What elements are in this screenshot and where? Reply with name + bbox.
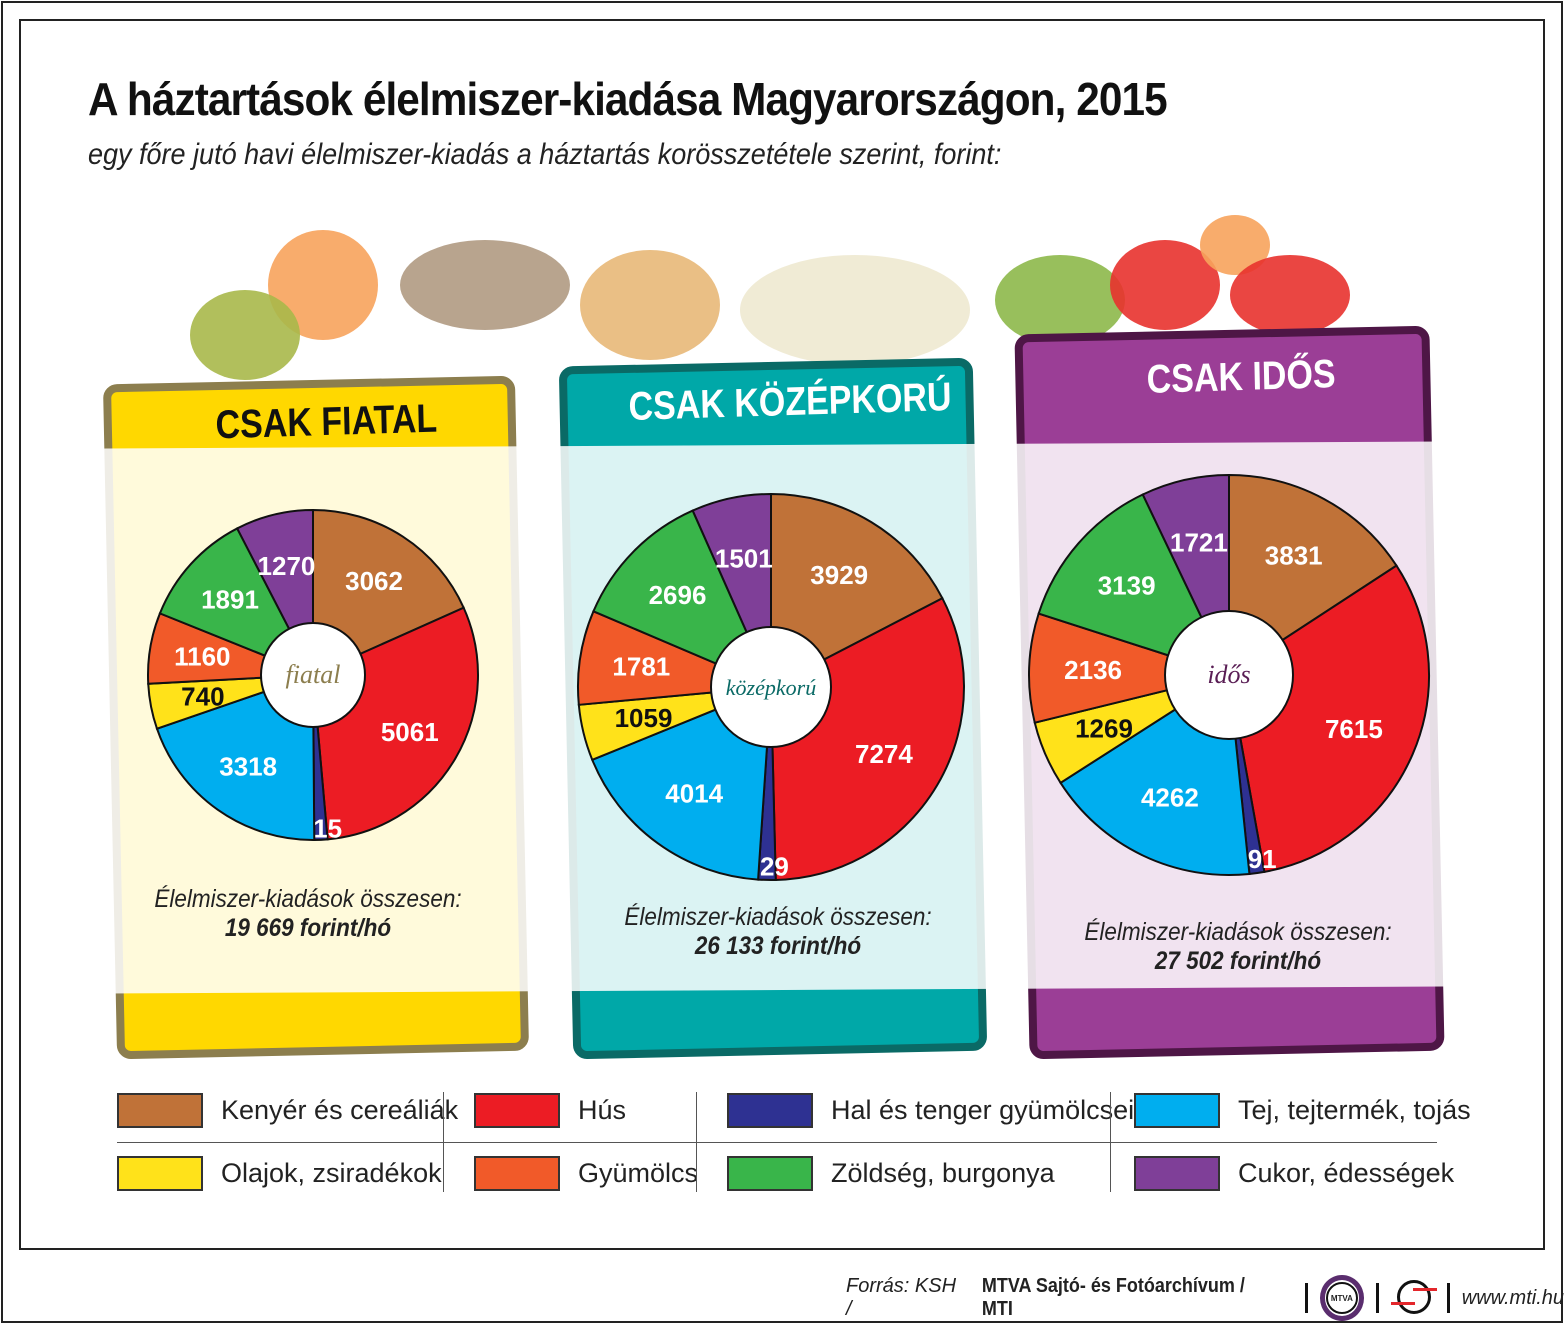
legend-swatch <box>727 1156 813 1191</box>
slice-label: 3062 <box>345 566 403 596</box>
total-label: Élelmiszer-kiadások összesen: <box>1084 918 1392 946</box>
slice-label: 1781 <box>612 652 670 682</box>
legend-label: Tej, tejtermék, tojás <box>1238 1095 1471 1125</box>
legend-divider <box>443 1092 444 1192</box>
legend-item: Tej, tejtermék, tojás <box>1134 1093 1471 1128</box>
pie-center <box>710 626 832 748</box>
slice-label: 4262 <box>1141 782 1199 812</box>
total-fiatal: Élelmiszer-kiadások összesen: 19 669 fori… <box>128 885 488 943</box>
footer: Forrás: KSH / MTVA Sajtó- és Fotóarchívu… <box>846 1275 1564 1321</box>
legend-label: Kenyér és cereáliák <box>221 1095 459 1125</box>
mtva-logo-icon: MTVA <box>1319 1275 1365 1321</box>
pie-center <box>1164 610 1294 740</box>
slice-label: 7615 <box>1325 714 1383 744</box>
legend-item: Cukor, édességek <box>1134 1156 1454 1191</box>
pie-slice <box>1227 564 1431 874</box>
slice-label: 1891 <box>201 585 259 615</box>
legend-divider <box>696 1092 697 1192</box>
slice-label: 7274 <box>855 739 913 769</box>
slice-label: 740 <box>181 681 224 711</box>
total-label: Élelmiszer-kiadások összesen: <box>624 903 932 931</box>
slice-label: 2696 <box>649 580 707 610</box>
pie-center <box>260 622 366 728</box>
legend-item: Gyümölcs <box>474 1156 698 1191</box>
legend-label: Hal és tenger gyümölcsei <box>831 1095 1135 1125</box>
pie-slice <box>1037 493 1231 677</box>
slice-label: 1160 <box>174 642 230 672</box>
legend-swatch <box>1134 1093 1220 1128</box>
chart-subtitle: egy főre jutó havi élelmiszer-kiadás a h… <box>88 138 1002 171</box>
legend-item: Olajok, zsiradékok <box>117 1156 442 1191</box>
slice-label: 3139 <box>1098 570 1156 600</box>
legend-swatch <box>474 1156 560 1191</box>
legend-label: Hús <box>578 1095 627 1125</box>
mti-logo-icon <box>1390 1278 1437 1318</box>
center-label: fiatal <box>286 660 341 689</box>
legend-item: Hal és tenger gyümölcsei <box>727 1093 1134 1128</box>
frame <box>19 19 1545 1250</box>
slice-label: 1721 <box>1170 527 1228 557</box>
pie-slice <box>1228 473 1398 677</box>
pie-slice <box>590 685 773 881</box>
slice-label: 1270 <box>258 551 316 581</box>
legend-item: Zöldség, burgonya <box>727 1156 1055 1191</box>
slice-label: 3318 <box>219 752 277 782</box>
total-value: 19 669 forint/hó <box>224 914 392 942</box>
pie-slice <box>592 509 773 689</box>
slice-label: 3831 <box>1265 540 1323 570</box>
slice-label: 1269 <box>1075 714 1133 744</box>
total-value: 26 133 forint/hó <box>694 932 862 960</box>
legend-divider <box>1110 1092 1111 1192</box>
legend-label: Olajok, zsiradékok <box>221 1158 442 1188</box>
center-label: középkorú <box>726 675 816 700</box>
legend-label: Gyümölcs <box>578 1158 699 1188</box>
slice-label: 1501 <box>715 544 773 574</box>
legend-swatch <box>474 1093 560 1128</box>
slice-label: 3929 <box>810 560 868 590</box>
legend-swatch <box>727 1093 813 1128</box>
pie-slice <box>1028 612 1233 724</box>
legend-label: Cukor, édességek <box>1238 1158 1455 1188</box>
legend-swatch <box>117 1156 203 1191</box>
center-label: idős <box>1207 660 1250 689</box>
legend-divider <box>117 1142 1437 1143</box>
legend-swatch <box>117 1093 203 1128</box>
legend-label: Zöldség, burgonya <box>831 1158 1055 1188</box>
logo-text: MTVA <box>1325 1282 1358 1314</box>
source-bold: MTVA Sajtó- és Fotóarchívum / MTI <box>981 1275 1245 1320</box>
pie-slice <box>312 508 465 677</box>
chart-title: A háztartások élelmiszer-kiadása Magyaro… <box>88 73 1168 125</box>
legend-item: Hús <box>474 1093 626 1128</box>
total-kozepkoru: Élelmiszer-kiadások összesen: 26 133 fori… <box>598 903 958 961</box>
slice-label: 2136 <box>1064 655 1122 685</box>
pie-slice <box>770 492 944 689</box>
slice-label: 5061 <box>381 717 439 747</box>
total-label: Élelmiszer-kiadások összesen: <box>154 885 462 913</box>
footer-url[interactable]: www.mti.hu <box>1461 1286 1564 1309</box>
legend-swatch <box>1134 1156 1220 1191</box>
slice-label: 4014 <box>665 778 723 808</box>
slice-label: 1059 <box>615 703 673 733</box>
source-prefix: Forrás: KSH / <box>846 1275 957 1320</box>
legend-item: Kenyér és cereáliák <box>117 1093 458 1128</box>
total-idos: Élelmiszer-kiadások összesen: 27 502 fori… <box>1058 918 1418 976</box>
total-value: 27 502 forint/hó <box>1154 947 1322 975</box>
pie-slice <box>155 673 316 841</box>
